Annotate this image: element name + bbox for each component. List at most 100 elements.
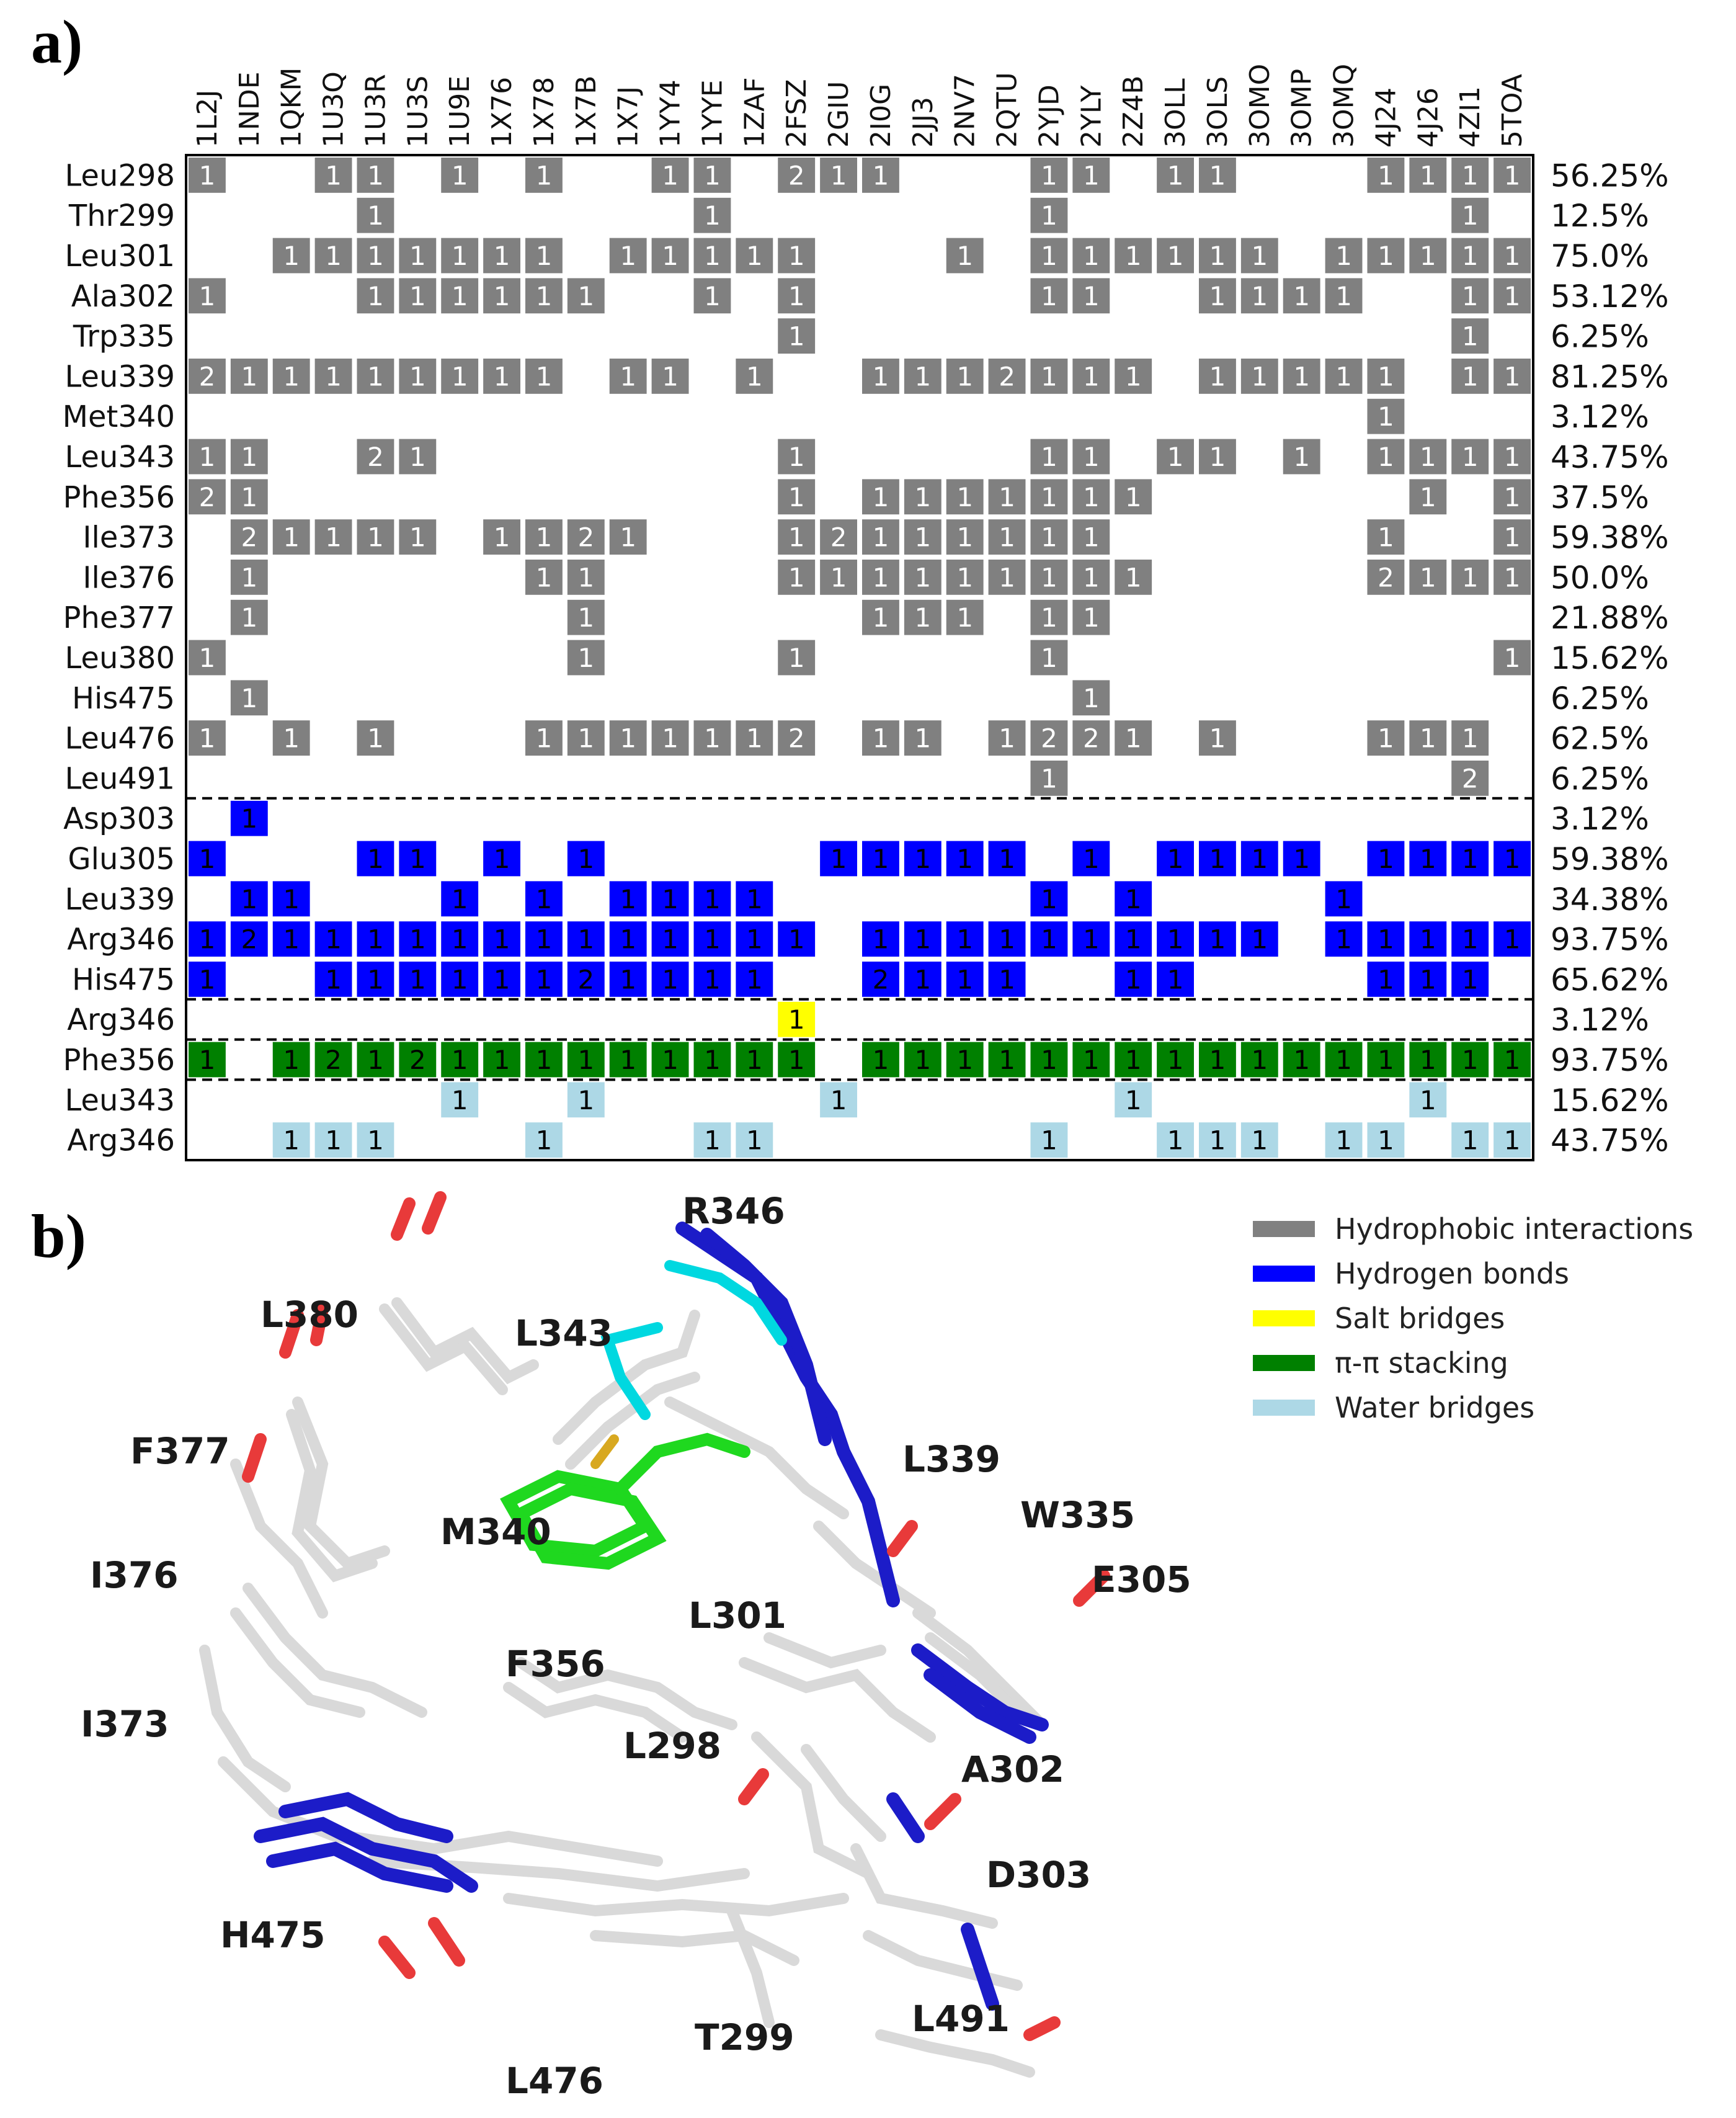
heatmap-cell xyxy=(1367,519,1405,555)
cell-value: 1 xyxy=(1420,562,1436,592)
heatmap-cell xyxy=(314,359,352,394)
cell-value: 1 xyxy=(1125,884,1142,914)
heatmap-cell xyxy=(736,1042,773,1078)
cell-value: 1 xyxy=(788,924,805,955)
cell-value: 1 xyxy=(1041,1045,1057,1075)
cell-value: 1 xyxy=(577,643,594,673)
cell-value: 1 xyxy=(1209,924,1226,955)
heatmap-cell xyxy=(693,1122,731,1158)
cell-value: 1 xyxy=(1378,924,1394,955)
heatmap-cell xyxy=(1451,318,1489,354)
cell-value: 1 xyxy=(1251,924,1268,955)
cell-value: 1 xyxy=(1251,241,1268,271)
cell-value: 1 xyxy=(620,723,636,754)
row-percent: 59.38% xyxy=(1551,520,1669,556)
row-label: Thr299 xyxy=(68,199,175,233)
cell-value: 1 xyxy=(914,964,931,994)
row-percent: 6.25% xyxy=(1551,681,1649,717)
heatmap-cell xyxy=(357,439,394,475)
cell-value: 1 xyxy=(1504,160,1521,190)
heatmap-cell xyxy=(693,921,731,957)
legend-label: π-π stacking xyxy=(1335,1346,1508,1380)
heatmap-cell xyxy=(1115,921,1152,957)
heatmap-cell xyxy=(357,841,394,877)
row-percent: 53.12% xyxy=(1551,279,1669,315)
heatmap-cell xyxy=(357,359,394,394)
cell-value: 1 xyxy=(283,884,300,914)
heatmap-cell xyxy=(272,921,310,957)
cell-value: 1 xyxy=(409,924,426,955)
heatmap-cell xyxy=(820,560,857,595)
row-percent: 50.0% xyxy=(1551,560,1649,596)
cell-value: 1 xyxy=(1125,482,1142,512)
row-percent: 15.62% xyxy=(1551,640,1669,676)
legend-label: Salt bridges xyxy=(1335,1302,1505,1335)
heatmap-cell xyxy=(314,1042,352,1078)
cell-value: 1 xyxy=(1378,1125,1394,1156)
cell-value: 1 xyxy=(1251,361,1268,391)
heatmap-cell xyxy=(693,962,731,997)
cell-value: 1 xyxy=(1167,964,1184,994)
heatmap-cell xyxy=(230,359,268,394)
heatmap-cell xyxy=(1451,1042,1489,1078)
heatmap-cell xyxy=(1325,1042,1363,1078)
cell-value: 1 xyxy=(1462,200,1479,231)
heatmap-cell xyxy=(862,1042,899,1078)
cell-value: 1 xyxy=(1167,160,1184,190)
cell-value: 1 xyxy=(1378,723,1394,754)
cell-value: 1 xyxy=(1041,643,1057,673)
heatmap-cell xyxy=(1030,238,1068,274)
column-label: 1X78 xyxy=(528,77,560,148)
cell-value: 1 xyxy=(1041,562,1057,592)
cell-value: 1 xyxy=(830,844,847,874)
heatmap-cell xyxy=(862,921,899,957)
cell-value: 1 xyxy=(325,924,342,955)
heatmap-cell xyxy=(399,359,437,394)
cell-value: 1 xyxy=(1209,1045,1226,1075)
cell-value: 1 xyxy=(788,1045,805,1075)
cell-value: 1 xyxy=(1504,562,1521,592)
cell-value: 1 xyxy=(1041,482,1057,512)
cell-value: 1 xyxy=(1167,844,1184,874)
column-label: 2GIU xyxy=(823,81,855,148)
heatmap-cell xyxy=(1030,1122,1068,1158)
column-label: 1QKM xyxy=(276,68,308,148)
heatmap-cell xyxy=(1367,720,1405,756)
cell-value: 1 xyxy=(999,522,1015,553)
cell-value: 1 xyxy=(662,160,679,190)
heatmap-cell xyxy=(862,560,899,595)
cell-value: 1 xyxy=(1209,723,1226,754)
cell-value: 1 xyxy=(452,964,468,994)
heatmap-cell xyxy=(1409,1082,1447,1118)
cell-value: 1 xyxy=(873,482,889,512)
cell-value: 1 xyxy=(1293,442,1310,472)
heatmap-cell xyxy=(441,278,479,314)
heatmap-cell xyxy=(567,720,605,756)
heatmap-cell xyxy=(1283,359,1320,394)
heatmap-cell xyxy=(567,962,605,997)
heatmap-cell xyxy=(693,1042,731,1078)
heatmap-cell xyxy=(525,278,563,314)
heatmap-cell xyxy=(862,841,899,877)
cell-value: 1 xyxy=(1420,924,1436,955)
heatmap-cell xyxy=(230,439,268,475)
column-label: 2FSZ xyxy=(781,79,812,148)
cell-value: 1 xyxy=(1504,1045,1521,1075)
heatmap-cell xyxy=(441,1082,479,1118)
cell-value: 1 xyxy=(283,241,300,271)
row-label: Leu491 xyxy=(65,761,175,796)
row-label: Ile373 xyxy=(82,521,175,555)
heatmap-cell xyxy=(1199,359,1236,394)
heatmap-cell xyxy=(399,962,437,997)
interaction-heatmap: 1L2J 1NDE 1QKM 1U3Q 1U3R 1U3S 1U9E 1X76 1X78 1X7B… xyxy=(63,64,1669,1161)
cell-value: 1 xyxy=(999,1045,1015,1075)
heatmap-cell xyxy=(1030,640,1068,676)
cell-value: 1 xyxy=(199,160,216,190)
heatmap-cell xyxy=(1493,1122,1531,1158)
heatmap-cell xyxy=(946,921,984,957)
cell-value: 1 xyxy=(1378,160,1394,190)
heatmap-cell xyxy=(1199,158,1236,193)
heatmap-cell xyxy=(609,720,647,756)
cell-value: 1 xyxy=(956,844,973,874)
cell-value: 1 xyxy=(1462,844,1479,874)
